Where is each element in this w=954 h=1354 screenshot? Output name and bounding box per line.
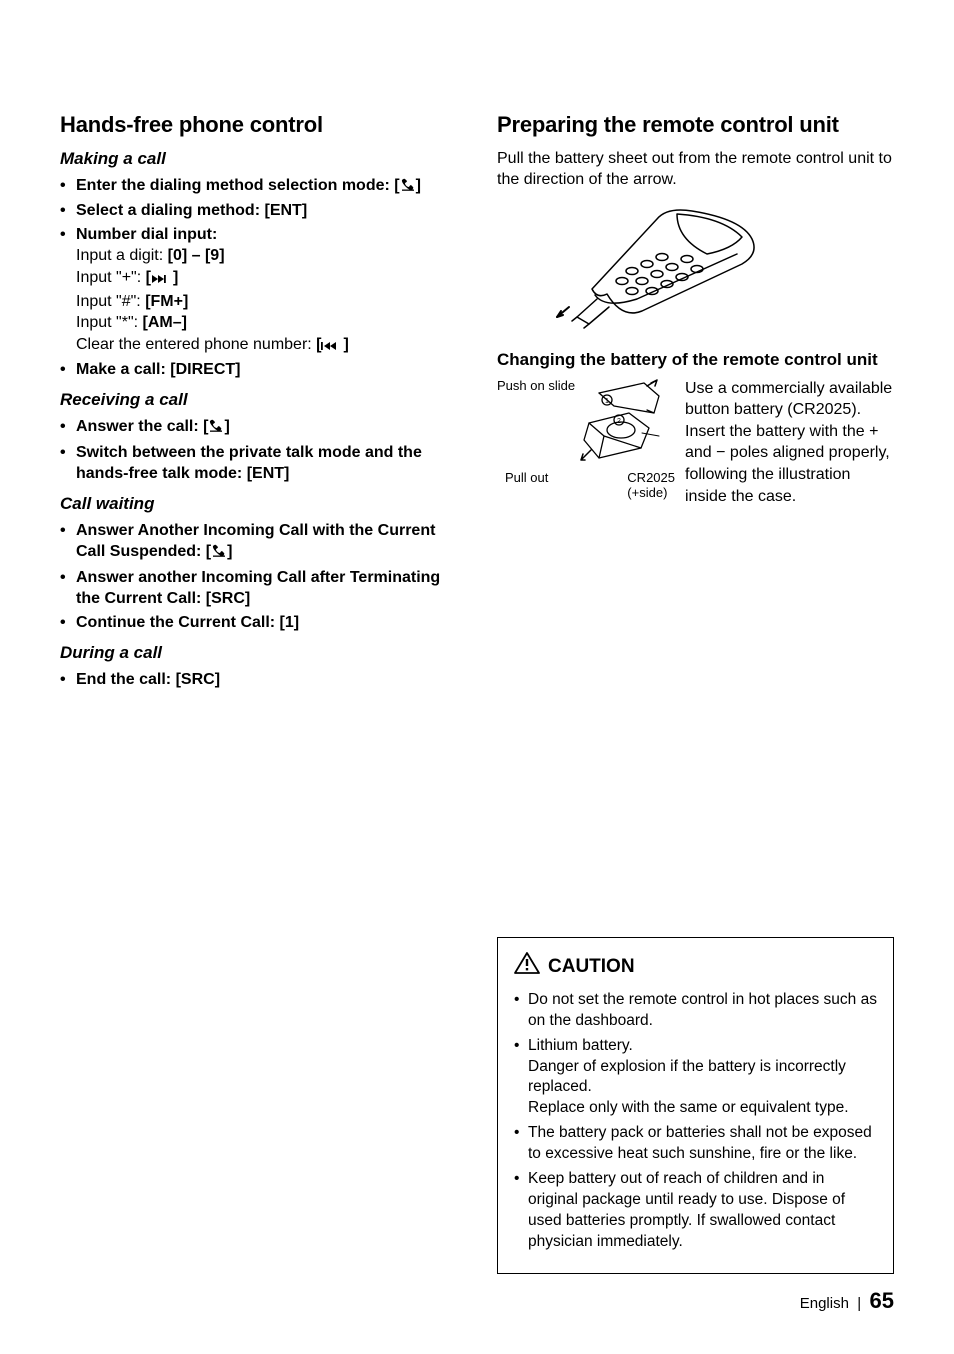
making-heading: Making a call [60,148,457,171]
making-number-dial: Number dial input: Input a digit: [0] – … [60,224,457,358]
waiting-suspend: Answer Another Incoming Call with the Cu… [60,520,457,565]
caution-item: Keep battery out of reach of children an… [514,1169,877,1253]
battery-instructions: Use a commercially available button batt… [685,378,894,508]
caution-item: Lithium battery.Danger of explosion if t… [514,1036,877,1120]
during-end: End the call: [SRC] [60,669,457,691]
prev-track-icon [321,336,343,358]
making-select-method: Select a dialing method: [ENT] [60,200,457,222]
caution-item: The battery pack or batteries shall not … [514,1123,877,1165]
battery-figure: Push on slide 1 2 [497,378,677,501]
phone-icon [211,543,227,565]
caution-list: Do not set the remote control in hot pla… [514,990,877,1253]
caution-item: Do not set the remote control in hot pla… [514,990,877,1032]
during-heading: During a call [60,642,457,665]
preparing-title: Preparing the remote control unit [497,110,894,140]
warning-icon [514,952,540,982]
waiting-terminate: Answer another Incoming Call after Termi… [60,567,457,610]
making-make-call: Make a call: [DIRECT] [60,359,457,381]
page-footer: English | 65 [800,1286,894,1316]
phone-icon [208,418,224,440]
phone-icon [400,177,416,199]
svg-text:1: 1 [605,398,609,405]
caution-box: CAUTION Do not set the remote control in… [497,937,894,1274]
left-column: Hands-free phone control Making a call E… [60,110,457,1274]
svg-text:2: 2 [617,418,621,425]
preparing-intro: Pull the battery sheet out from the remo… [497,148,894,191]
receiving-switch: Switch between the private talk mode and… [60,442,457,485]
caution-title-text: CAUTION [548,954,635,980]
next-track-icon [151,269,173,291]
remote-illustration [547,199,894,336]
handsfree-title: Hands-free phone control [60,110,457,140]
receiving-answer: Answer the call: [] [60,416,457,440]
waiting-continue: Continue the Current Call: [1] [60,612,457,634]
making-enter-mode: Enter the dialing method selection mode:… [60,175,457,199]
changing-battery-heading: Changing the battery of the remote contr… [497,349,894,371]
right-column: Preparing the remote control unit Pull t… [497,110,894,1274]
receiving-heading: Receiving a call [60,389,457,412]
waiting-heading: Call waiting [60,493,457,516]
